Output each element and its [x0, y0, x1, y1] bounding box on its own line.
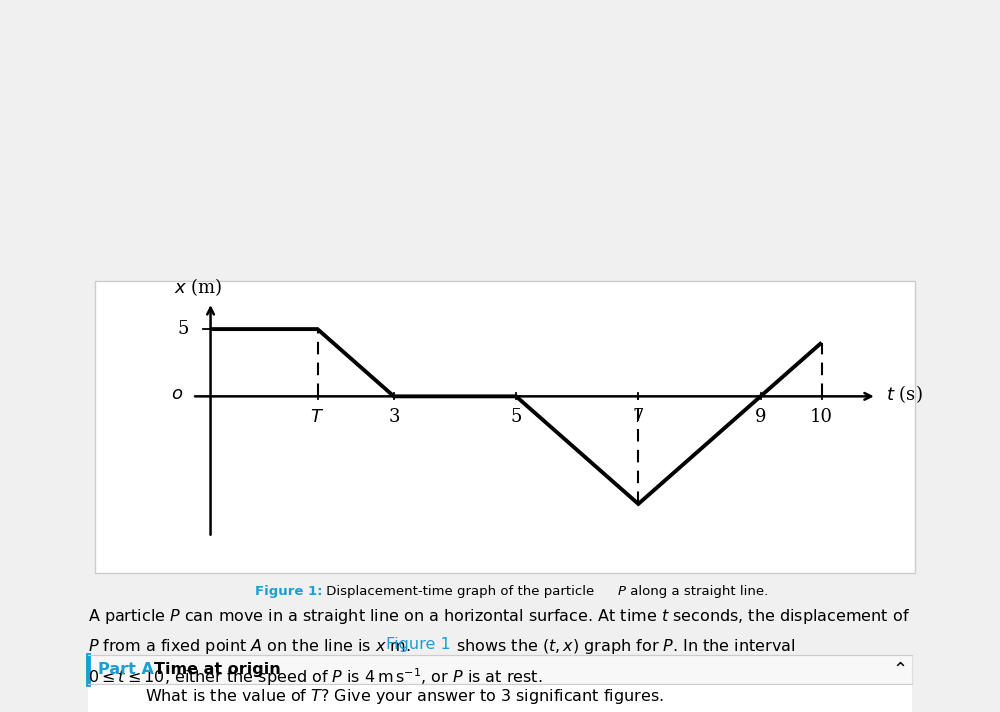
- Text: shows the $(t, x)$ graph for $P$. In the interval: shows the $(t, x)$ graph for $P$. In the…: [451, 637, 795, 656]
- Text: 5: 5: [510, 409, 522, 426]
- Text: $P$ from a fixed point $A$ on the line is $x$ m.: $P$ from a fixed point $A$ on the line i…: [88, 637, 412, 656]
- Text: along a straight line.: along a straight line.: [626, 585, 768, 598]
- Text: 10: 10: [810, 409, 833, 426]
- Text: $P$: $P$: [617, 585, 627, 598]
- Text: 5: 5: [178, 320, 189, 338]
- Text: Displacement-time graph of the particle: Displacement-time graph of the particle: [322, 585, 598, 598]
- Text: $o$: $o$: [171, 385, 183, 403]
- Text: ⌃: ⌃: [892, 660, 908, 679]
- Text: $0 \leq t \leq 10$, either the speed of $P$ is $4\,\mathrm{m\,s}^{-1}$, or $P$ i: $0 \leq t \leq 10$, either the speed of …: [88, 666, 543, 688]
- Text: Figure 1: Figure 1: [386, 637, 451, 651]
- Text: Time at origin: Time at origin: [154, 661, 281, 677]
- Text: 3: 3: [388, 409, 400, 426]
- Text: 9: 9: [755, 409, 766, 426]
- Text: Part A: Part A: [98, 661, 154, 677]
- Text: Figure 1:: Figure 1:: [255, 585, 322, 598]
- Text: What is the value of $T$? Give your answer to 3 significant figures.: What is the value of $T$? Give your answ…: [145, 687, 664, 706]
- Text: 7: 7: [633, 409, 644, 426]
- Text: $x$ (m): $x$ (m): [174, 276, 223, 298]
- Text: A particle $P$ can move in a straight line on a horizontal surface. At time $t$ : A particle $P$ can move in a straight li…: [88, 607, 910, 626]
- Text: $T$: $T$: [310, 409, 325, 426]
- Text: $t$ (s): $t$ (s): [886, 383, 922, 405]
